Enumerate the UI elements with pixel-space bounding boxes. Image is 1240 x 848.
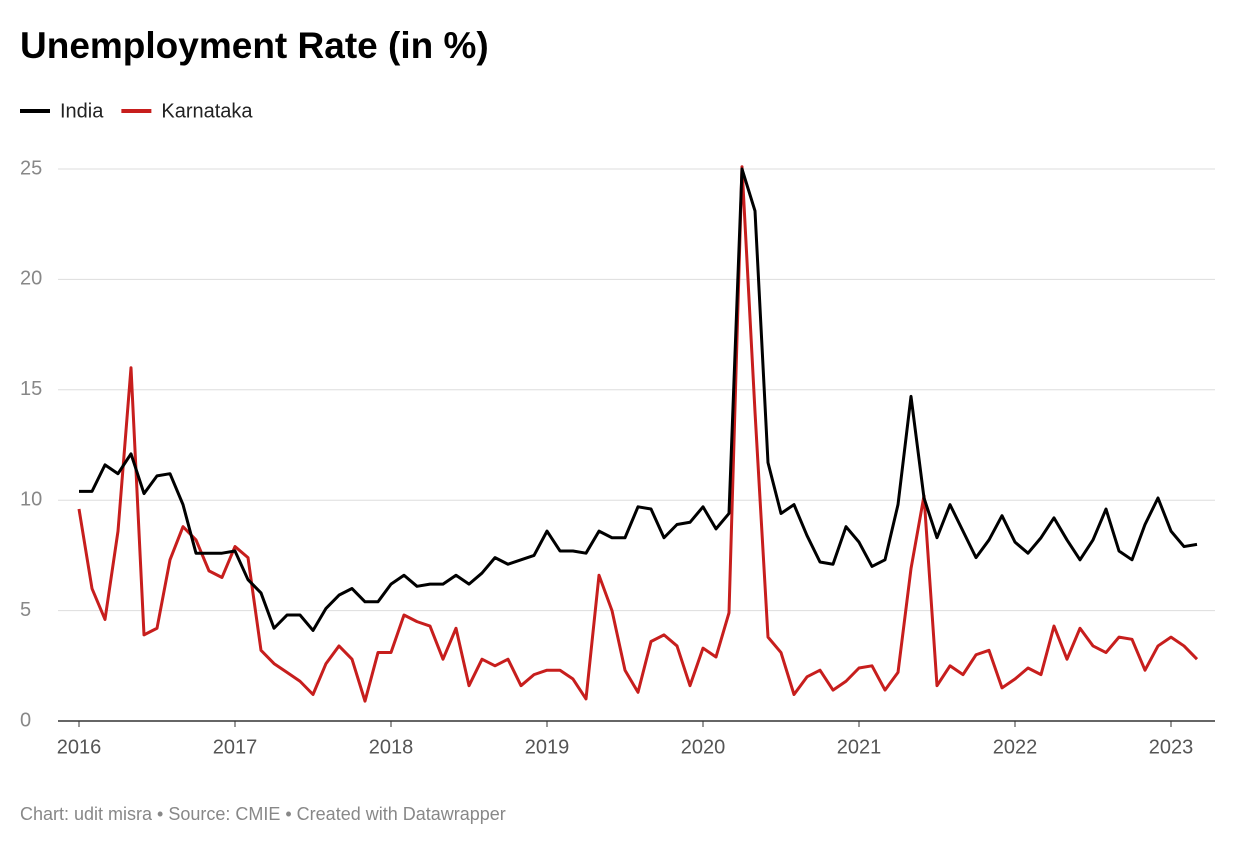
x-tick-label: 2020 <box>681 736 726 758</box>
series-line <box>77 165 1199 703</box>
x-tick-label: 2017 <box>213 736 258 758</box>
series-line <box>79 167 1198 632</box>
x-tick-label: 2023 <box>1149 736 1194 758</box>
x-tick-label: 2018 <box>369 736 414 758</box>
x-tick-label: 2019 <box>525 736 570 758</box>
x-tick-label: 2021 <box>837 736 882 758</box>
x-tick-label: 2016 <box>57 736 102 758</box>
y-tick-label: 25 <box>20 157 42 179</box>
source-note: Chart: udit misra • Source: CMIE • Creat… <box>20 804 506 824</box>
y-tick-label: 5 <box>20 599 31 621</box>
legend-label: India <box>60 100 104 122</box>
chart-title: Unemployment Rate (in %) <box>20 25 489 66</box>
x-tick-label: 2022 <box>993 736 1038 758</box>
y-tick-label: 10 <box>20 488 42 510</box>
legend-label: Karnataka <box>161 100 253 122</box>
y-tick-label: 0 <box>20 709 31 731</box>
y-tick-label: 15 <box>20 378 42 400</box>
y-tick-label: 20 <box>20 268 42 290</box>
